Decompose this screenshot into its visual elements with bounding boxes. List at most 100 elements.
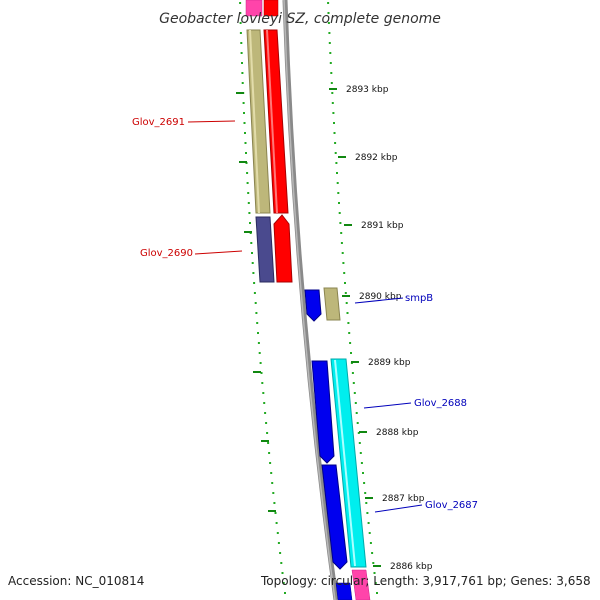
inner-track-dot [243, 112, 245, 114]
outer-track-dot [368, 532, 371, 534]
outer-track-dot [334, 152, 337, 154]
gene-top-red-cap[interactable] [263, 0, 279, 17]
inner-track-dot [281, 572, 284, 574]
inner-track-dot [257, 342, 260, 344]
outer-track-dot [338, 202, 340, 204]
gene-glov-2688-cyan-highlight [334, 359, 356, 567]
gene-glov-2691-red-highlight [266, 29, 278, 214]
outer-track-dot [335, 162, 338, 164]
inner-track-dot [248, 212, 251, 214]
inner-track-dot [274, 512, 277, 514]
gene-smpb-blue-arrow[interactable] [304, 289, 322, 322]
inner-track-dot [267, 442, 270, 444]
inner-track-dot [276, 532, 279, 534]
scale-tick-label: 2890 kbp [359, 292, 402, 302]
gene-bottom-pink[interactable] [351, 569, 371, 600]
gene-glov-2690-red-arrow[interactable] [273, 214, 293, 283]
outer-track-dot [364, 492, 367, 494]
topology-text: Topology: circular; Length: 3,917,761 bp… [261, 574, 591, 588]
inner-track-dot [269, 462, 272, 464]
smpb-label[interactable]: smpB [405, 293, 433, 304]
inner-track-dot [256, 322, 259, 324]
inner-track-dot [253, 282, 256, 284]
inner-track-dot [264, 412, 267, 414]
outer-dotted-track [327, 2, 378, 594]
outer-track-dot [330, 72, 333, 74]
inner-dotted-track [239, 2, 286, 594]
scale-tick-label: 2889 kbp [368, 358, 411, 368]
inner-track-dot [271, 482, 274, 484]
inner-track-dot [246, 172, 249, 174]
outer-track-dot [334, 142, 337, 144]
inner-track-dot [282, 582, 285, 584]
outer-track-dot [338, 212, 341, 214]
inner-track-dot [268, 452, 271, 454]
inner-track-dot [280, 562, 283, 564]
gene-bottom-blue[interactable] [335, 582, 353, 600]
scale-tick-label: 2888 kbp [376, 428, 419, 438]
scale-tick-label: 2892 kbp [355, 153, 398, 163]
outer-track-dot [354, 402, 357, 404]
gene-labels: Glov_2691 Glov_2690 smpB Glov_2688 Glov_2687 [132, 117, 478, 511]
inner-track-dot [247, 202, 250, 204]
scale-tick-label: 2893 kbp [346, 85, 389, 95]
outer-track-dot [348, 332, 351, 334]
inner-track-dot [247, 192, 250, 194]
inner-track-dot [253, 292, 256, 294]
outer-track-dot [367, 522, 370, 524]
map-title: Geobacter lovleyi SZ, complete genome [159, 11, 441, 27]
outer-track-dot [331, 92, 334, 94]
inner-track-dot [275, 522, 278, 524]
inner-track-dot [239, 2, 242, 4]
smpb-leader-line [354, 297, 404, 304]
scale-tick-label: 2886 kbp [390, 562, 433, 572]
inner-track-dot [245, 152, 247, 154]
outer-track-dot [339, 222, 342, 224]
outer-track-dot [328, 42, 331, 44]
outer-track-dot [372, 562, 375, 564]
inner-track-dot [259, 362, 262, 364]
inner-track-dot [251, 252, 253, 254]
gene-smpb-tan[interactable] [323, 287, 341, 321]
outer-track-dot [355, 412, 358, 414]
inner-track-dot [262, 392, 265, 394]
inner-track-dot [244, 132, 246, 134]
inner-track-dot [239, 22, 242, 24]
outer-track-dot [347, 322, 350, 324]
glov-2687-leader-line [374, 504, 423, 513]
glov-2687-label[interactable]: Glov_2687 [425, 500, 478, 511]
outer-track-dot [363, 482, 366, 484]
inner-track-dot [249, 222, 251, 224]
inner-track-dot [265, 422, 268, 424]
inner-track-dot [250, 242, 253, 244]
inner-track-dot [240, 42, 243, 44]
outer-track-dot [330, 82, 333, 84]
inner-track-dot [251, 262, 254, 264]
outer-track-dot [369, 542, 372, 544]
outer-track-dot [358, 442, 361, 444]
inner-track-dot [284, 592, 286, 594]
gene-glov-2690-navy[interactable] [255, 216, 275, 283]
outer-track-dot [332, 112, 335, 114]
scale-tick-label: 2887 kbp [382, 494, 425, 504]
scale-tick-label: 2891 kbp [361, 221, 404, 231]
glov-2690-label[interactable]: Glov_2690 [140, 248, 193, 259]
outer-track-dot [336, 172, 338, 174]
inner-track-dot [242, 102, 245, 104]
inner-track-dot [279, 552, 282, 554]
glov-2691-label[interactable]: Glov_2691 [132, 117, 185, 128]
outer-track-dot [359, 452, 362, 454]
outer-track-dot [341, 252, 344, 254]
gene-glov-2691-highlight [249, 29, 260, 214]
outer-track-dot [337, 192, 340, 194]
gene-glov-2687-blue-arrow[interactable] [321, 464, 348, 570]
outer-track-dot [327, 12, 330, 14]
gene-glov-2688-blue-arrow[interactable] [311, 360, 335, 464]
gene-top-pink[interactable] [245, 0, 263, 17]
outer-track-dot [340, 242, 343, 244]
outer-track-dot [351, 372, 354, 374]
glov-2688-label[interactable]: Glov_2688 [414, 398, 467, 409]
glov-2691-leader-line [187, 120, 236, 123]
